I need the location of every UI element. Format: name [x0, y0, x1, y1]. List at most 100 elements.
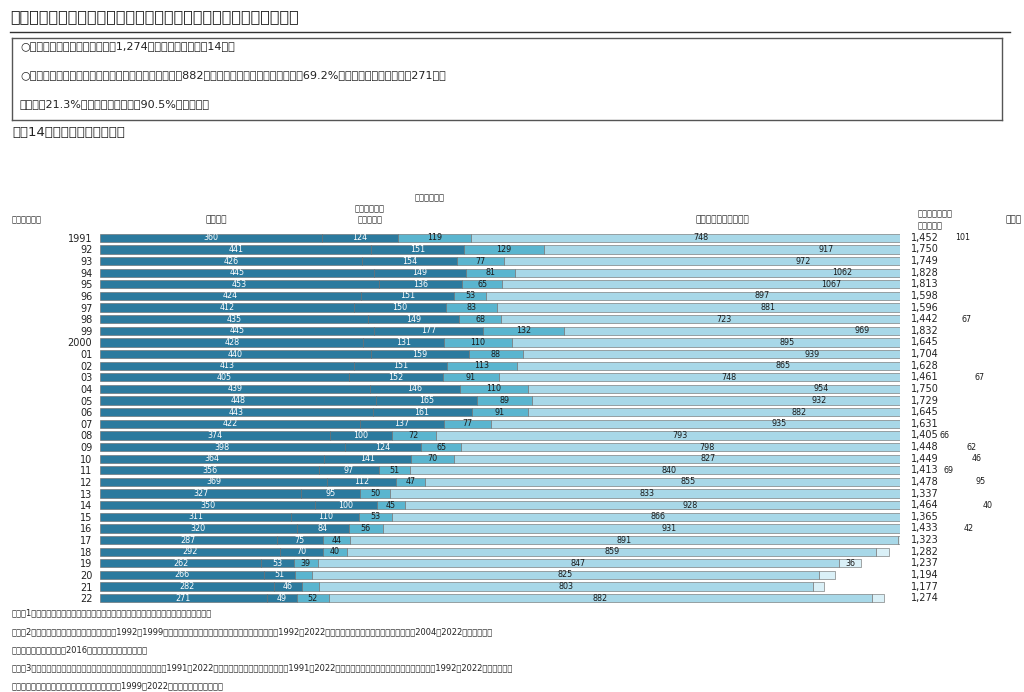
Text: 95: 95: [975, 477, 985, 486]
Text: 72: 72: [409, 431, 419, 440]
Bar: [294, 559, 317, 567]
Text: 146: 146: [408, 385, 423, 394]
Text: 95: 95: [326, 489, 336, 498]
Text: 「公庫・地方自治体以外の公的機関」（1999～2022年度調査）が含まれる。: 「公庫・地方自治体以外の公的機関」（1999～2022年度調査）が含まれる。: [12, 682, 224, 691]
Bar: [319, 583, 813, 591]
Text: 154: 154: [402, 257, 417, 266]
Bar: [359, 513, 392, 521]
Text: 374: 374: [208, 431, 222, 440]
Text: 75: 75: [295, 536, 305, 545]
Text: 42: 42: [964, 524, 974, 533]
Bar: [280, 547, 323, 556]
Text: 895: 895: [779, 338, 795, 347]
Bar: [324, 455, 411, 463]
Text: 453: 453: [231, 280, 247, 289]
Text: 803: 803: [559, 582, 573, 591]
Text: 124: 124: [352, 233, 368, 242]
Bar: [297, 594, 329, 602]
Bar: [442, 373, 499, 381]
Text: 1062: 1062: [833, 268, 852, 277]
Text: （調査年度）: （調査年度）: [12, 215, 42, 224]
Bar: [100, 443, 345, 451]
Text: 150: 150: [392, 303, 408, 312]
Text: 866: 866: [650, 512, 666, 521]
Bar: [492, 419, 1024, 428]
Text: 100: 100: [353, 431, 369, 440]
Bar: [354, 361, 447, 370]
Text: 426: 426: [223, 257, 239, 266]
Text: 77: 77: [475, 257, 485, 266]
Text: 89: 89: [500, 396, 510, 405]
Text: 855: 855: [680, 477, 695, 486]
Bar: [377, 501, 404, 509]
Text: 1,464: 1,464: [911, 500, 939, 510]
Bar: [976, 501, 1000, 509]
Text: 2　「友人・知人等」には「取引先」（1992～1999年度調査）、「事業に賛同した個人または会社」（1992～2022年度調査）、「自社の役員・従業員」（200: 2 「友人・知人等」には「取引先」（1992～1999年度調査）、「事業に賛同し…: [12, 627, 494, 636]
Bar: [100, 257, 362, 265]
Bar: [323, 547, 347, 556]
Bar: [460, 385, 527, 393]
Bar: [819, 571, 835, 579]
Text: 67: 67: [975, 373, 985, 382]
Text: 65: 65: [436, 443, 446, 452]
Bar: [370, 385, 460, 393]
Text: 136: 136: [413, 280, 428, 289]
Text: 882: 882: [593, 594, 608, 603]
Bar: [100, 408, 373, 417]
Bar: [372, 245, 464, 254]
Text: 151: 151: [411, 245, 425, 254]
Text: 440: 440: [228, 349, 243, 358]
Bar: [100, 477, 327, 486]
Text: 自己資金: 自己資金: [206, 215, 227, 224]
Text: 調達額合計: 調達額合計: [918, 221, 943, 230]
Text: 1,274: 1,274: [911, 593, 939, 603]
Bar: [100, 431, 330, 439]
Text: （注）1　「配偶者・親・兄弟・親戚」と「友人・知人等」は借入、出資の両方を含む。: （注）1 「配偶者・親・兄弟・親戚」と「友人・知人等」は借入、出資の両方を含む。: [12, 608, 212, 617]
Bar: [100, 234, 322, 242]
Bar: [444, 419, 492, 428]
Text: 369: 369: [206, 477, 221, 486]
Text: 1,448: 1,448: [911, 442, 939, 452]
Text: ○　資金調達先は、「金融機関等からの借入」が平均882万円（平均調達額に占める割合は69.2%）、「自己資金」が平均271万円: ○ 資金調達先は、「金融機関等からの借入」が平均882万円（平均調達額に占める割…: [19, 70, 445, 80]
Text: 65: 65: [477, 280, 487, 289]
Bar: [100, 594, 267, 602]
Bar: [323, 536, 350, 544]
Bar: [482, 327, 564, 335]
Bar: [454, 455, 963, 463]
Text: 881: 881: [761, 303, 775, 312]
Bar: [100, 547, 280, 556]
Bar: [392, 431, 436, 439]
Text: 1,704: 1,704: [911, 349, 939, 359]
Bar: [472, 408, 527, 417]
Text: 88: 88: [490, 349, 501, 358]
Bar: [898, 536, 914, 544]
Bar: [100, 245, 372, 254]
Text: 935: 935: [771, 419, 786, 428]
Bar: [347, 547, 876, 556]
Text: 748: 748: [721, 373, 736, 382]
Text: 44: 44: [332, 536, 341, 545]
Text: 配偶者・親・
兄弟・親戚: 配偶者・親・ 兄弟・親戚: [355, 205, 385, 224]
Text: 91: 91: [495, 408, 505, 417]
Bar: [100, 338, 364, 347]
Text: 364: 364: [205, 454, 219, 463]
Bar: [379, 466, 411, 475]
Text: 266: 266: [174, 570, 189, 579]
Text: 46: 46: [972, 454, 982, 463]
Bar: [463, 280, 503, 289]
Bar: [871, 594, 884, 602]
Text: 723: 723: [716, 315, 731, 324]
Text: 40: 40: [983, 501, 993, 510]
Text: 131: 131: [396, 338, 412, 347]
Bar: [302, 583, 319, 591]
Bar: [398, 234, 471, 242]
Bar: [396, 477, 425, 486]
Text: 448: 448: [230, 396, 246, 405]
Bar: [404, 501, 976, 509]
Bar: [445, 303, 497, 312]
Bar: [100, 268, 374, 277]
Text: 84: 84: [317, 524, 328, 533]
Text: 891: 891: [616, 536, 632, 545]
Bar: [544, 245, 1024, 254]
Text: 1,628: 1,628: [911, 361, 939, 371]
